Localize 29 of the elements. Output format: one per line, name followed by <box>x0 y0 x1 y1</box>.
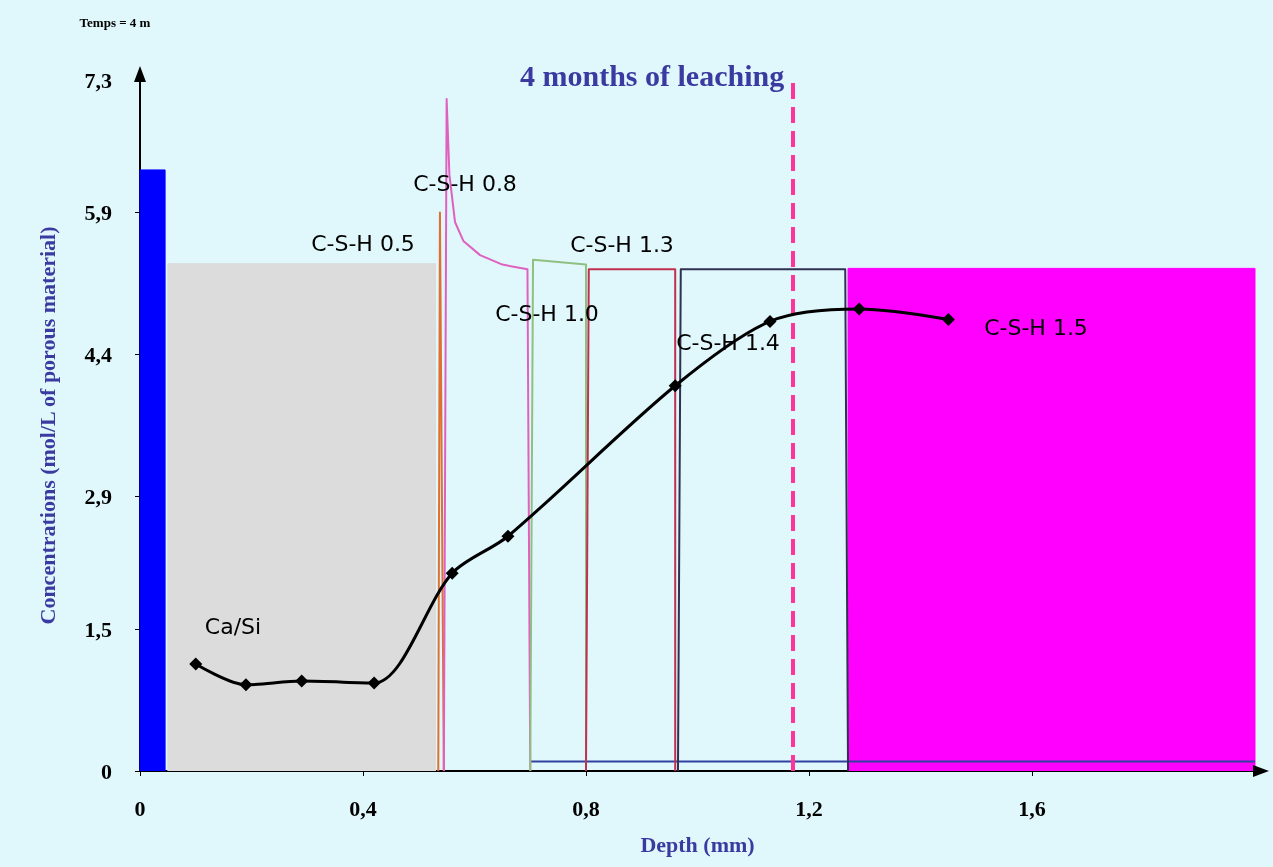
annotation: C-S-H 1.3 <box>570 231 674 257</box>
annotation: C-S-H 1.5 <box>984 314 1088 340</box>
y-tick-label: 5,9 <box>84 200 112 226</box>
y-axis-title: Concentrations (mol/L of porous material) <box>34 226 60 625</box>
point <box>239 678 253 692</box>
x-tick-label: 1,2 <box>795 795 823 821</box>
text: Temps = 4 m <box>79 14 151 30</box>
point <box>941 312 955 326</box>
point <box>668 379 682 393</box>
y-tick-label: 4,4 <box>84 342 112 368</box>
y-tick-label: 7,3 <box>84 67 112 93</box>
point <box>763 314 777 328</box>
y-tick-label: 1,5 <box>84 616 112 642</box>
point <box>852 302 866 316</box>
annotation: C-S-H 0.5 <box>311 230 415 256</box>
x-tick-label: 0 <box>134 795 146 821</box>
y-tick-label: 0 <box>101 758 112 784</box>
x-tick-label: 0,8 <box>572 795 600 821</box>
point <box>189 657 203 671</box>
point <box>501 529 515 543</box>
point <box>367 676 381 690</box>
point <box>445 566 459 580</box>
x-tick-label: 1,6 <box>1018 795 1046 821</box>
chart-title: 4 months of leaching <box>520 58 785 92</box>
y-tick-label: 2,9 <box>84 483 112 509</box>
x-axis-title: Depth (mm) <box>640 831 755 857</box>
annotation: Ca/Si <box>204 613 262 639</box>
x-tick-label: 0,4 <box>349 795 377 821</box>
point <box>295 674 309 688</box>
